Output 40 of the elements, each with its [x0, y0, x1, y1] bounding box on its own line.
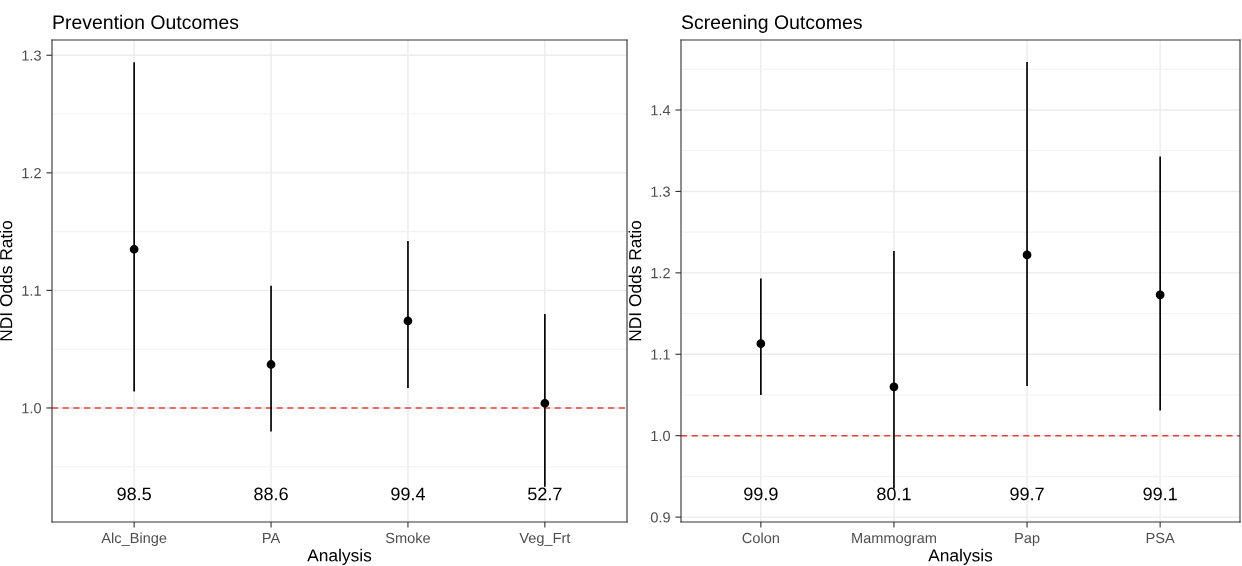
y-tick-label: 1.0	[22, 403, 42, 414]
point	[889, 382, 899, 392]
y-tick-label: 1.4	[651, 105, 671, 116]
y-tick-label: 1.1	[651, 349, 670, 360]
point	[1022, 250, 1032, 260]
annotation: 99.7	[1010, 487, 1044, 501]
annotation: 99.9	[744, 487, 778, 501]
x-tick-label: Colon	[742, 532, 779, 544]
chart-title: Screening Outcomes	[681, 14, 862, 33]
x-tick-label: Veg_Frt	[519, 532, 571, 547]
y-axis-title: NDI Odds Ratio	[0, 220, 13, 341]
point	[540, 398, 550, 408]
chart-title: Prevention Outcomes	[53, 14, 239, 30]
y-tick-label: 1.3	[22, 50, 41, 61]
annotation: 88.6	[254, 487, 288, 501]
x-tick-label: PA	[263, 532, 281, 543]
point	[756, 339, 766, 349]
x-axis-title: Analysis	[928, 548, 993, 565]
y-tick-label: 1.2	[22, 167, 41, 179]
y-tick-label: 1.0	[651, 430, 671, 442]
x-tick-label: Smoke	[385, 532, 430, 544]
x-tick-label: PSA	[1146, 532, 1175, 544]
y-tick-label: 0.9	[650, 512, 670, 523]
annotation: 99.1	[1143, 487, 1177, 501]
annotation: 98.5	[117, 487, 151, 501]
y-axis-title: NDI Odds Ratio	[628, 220, 642, 341]
x-tick-label: Pap	[1015, 532, 1040, 547]
point	[403, 316, 413, 326]
point	[129, 244, 139, 254]
annotation: 80.1	[877, 487, 911, 501]
y-tick-label: 1.2	[651, 267, 670, 279]
x-axis-title: Analysis	[307, 548, 372, 565]
x-tick-label: Mammogram	[852, 532, 936, 547]
point	[1155, 290, 1165, 300]
point	[266, 360, 276, 369]
y-tick-label: 1.3	[651, 186, 670, 197]
y-tick-label: 1.1	[22, 285, 41, 296]
annotation: 52.7	[528, 487, 562, 501]
x-tick-label: Alc_Binge	[101, 532, 167, 547]
annotation: 99.4	[391, 487, 425, 501]
